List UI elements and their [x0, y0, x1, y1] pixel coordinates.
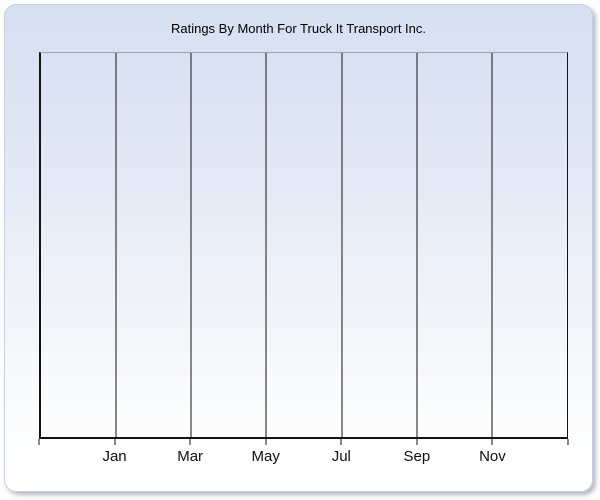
- x-axis-tick: [265, 439, 267, 445]
- x-axis-label: Jan: [102, 448, 127, 465]
- x-axis-tick: [340, 439, 342, 445]
- vertical-gridline: [491, 53, 493, 437]
- vertical-gridline: [416, 53, 418, 437]
- plot-area: [39, 52, 568, 439]
- vertical-gridline: [115, 53, 117, 437]
- x-axis-tick: [189, 439, 191, 445]
- vertical-gridline: [265, 53, 267, 437]
- chart-panel: Ratings By Month For Truck It Transport …: [4, 4, 593, 492]
- x-axis-tick: [38, 439, 40, 445]
- x-axis-label: Mar: [177, 448, 204, 465]
- x-axis-tick: [491, 439, 493, 445]
- vertical-gridline: [341, 53, 343, 437]
- x-axis-tick: [114, 439, 116, 445]
- chart-title: Ratings By Month For Truck It Transport …: [170, 21, 427, 36]
- x-axis-ticks: [38, 439, 569, 445]
- x-axis-tick: [416, 439, 418, 445]
- x-axis-label: May: [251, 448, 280, 465]
- x-axis-tick: [567, 439, 569, 445]
- x-axis-label: Jul: [331, 448, 351, 465]
- x-axis-label: Nov: [479, 448, 506, 465]
- x-axis-labels: Jan Mar May Jul Sep Nov: [39, 449, 568, 465]
- x-axis-label: Sep: [403, 448, 431, 465]
- vertical-gridline: [190, 53, 192, 437]
